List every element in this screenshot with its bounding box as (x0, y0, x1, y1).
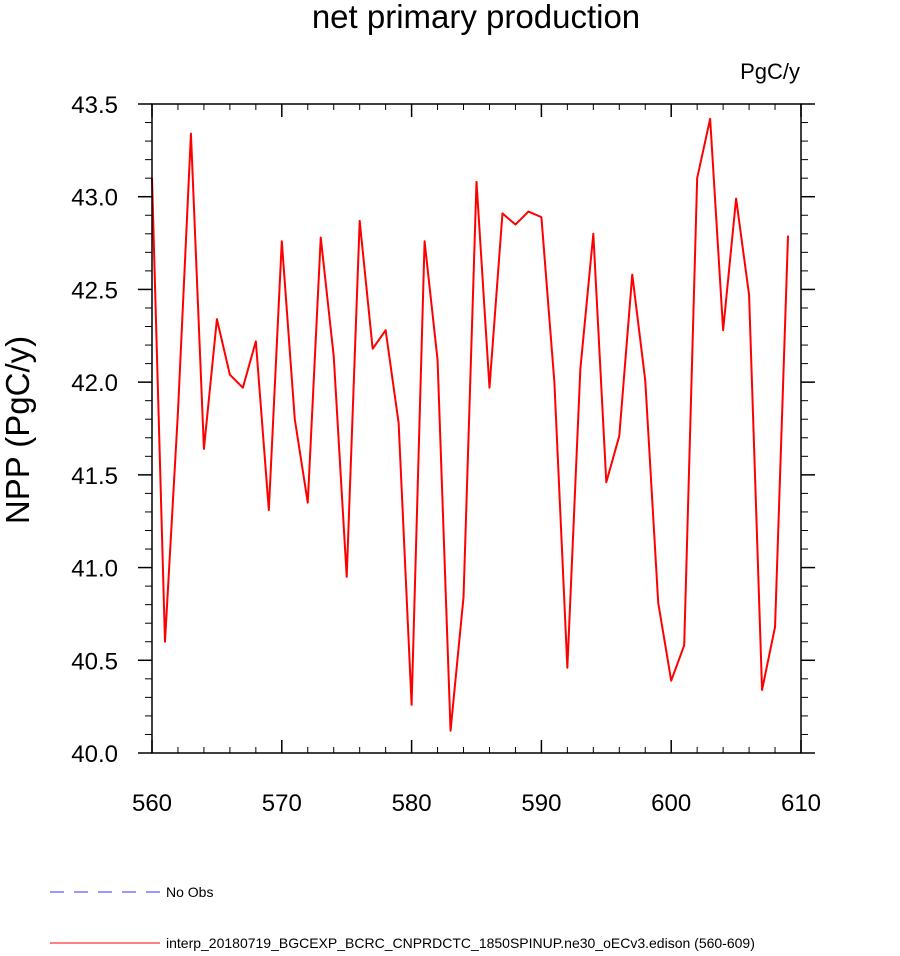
tick-labels: 560 570 580 590 600 610 40.0 40.5 41.0 41.5 42.0 42… (71, 92, 821, 817)
x-tick-label: 560 (132, 790, 172, 817)
x-tick-label: 610 (781, 790, 821, 817)
y-tick-label: 40.0 (71, 741, 118, 768)
x-tick-label: 590 (521, 790, 561, 817)
legend-label-no-obs: No Obs (166, 884, 213, 900)
x-tick-label: 570 (262, 790, 302, 817)
y-axis-label: NPP (PgC/y) (0, 336, 36, 524)
y-tick-label: 43.5 (71, 92, 118, 119)
units-label: PgC/y (740, 59, 800, 84)
x-tick-label: 600 (651, 790, 691, 817)
y-tick-label: 42.0 (71, 370, 118, 397)
y-tick-label: 42.5 (71, 277, 118, 304)
chart-title: net primary production (312, 0, 640, 35)
series-line-1 (151, 117, 790, 732)
x-tick-label: 580 (392, 790, 432, 817)
legend-label-model-run: interp_20180719_BGCEXP_BCRC_CNPRDCTC_185… (166, 935, 755, 951)
y-tick-label: 43.0 (71, 185, 118, 212)
y-tick-label: 41.5 (71, 463, 118, 490)
legend: No Obs interp_20180719_BGCEXP_BCRC_CNPRD… (50, 884, 755, 951)
series-layer (151, 117, 790, 732)
y-tick-label: 41.0 (71, 556, 118, 583)
y-tick-label: 40.5 (71, 648, 118, 675)
plot-frame (151, 103, 802, 754)
